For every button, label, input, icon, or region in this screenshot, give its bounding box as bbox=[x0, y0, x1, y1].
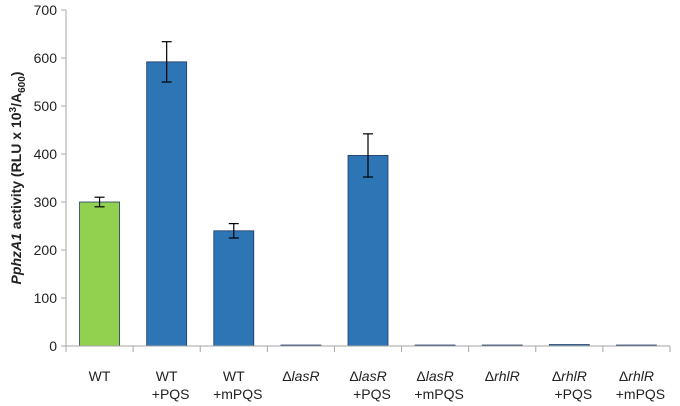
y-tick-label: 0 bbox=[49, 338, 57, 354]
x-tick-sublabel-6: +mPQS bbox=[414, 386, 463, 402]
bars bbox=[79, 41, 657, 347]
x-tick-label-5: ΔlasR bbox=[349, 368, 386, 384]
y-axis-label: PphzA1 activity (RLU x 103/A600) bbox=[8, 72, 28, 285]
x-tick-label-2: WT bbox=[156, 368, 178, 384]
x-tick-sublabel-3: +mPQS bbox=[213, 386, 262, 402]
y-tick-label: 700 bbox=[34, 2, 58, 18]
bar-2 bbox=[146, 61, 188, 347]
x-tick-label-1: WT bbox=[89, 368, 111, 384]
x-tick-label-8: ΔrhlR bbox=[552, 368, 587, 384]
y-tick-label: 100 bbox=[34, 290, 58, 306]
x-tick-sublabel-9: +mPQS bbox=[616, 386, 665, 402]
x-tick-label-7: ΔrhlR bbox=[485, 368, 520, 384]
x-tick-label-6: ΔlasR bbox=[416, 368, 453, 384]
x-tick-sublabel-2: +PQS bbox=[152, 386, 190, 402]
x-tick-sublabel-8: +PQS bbox=[554, 386, 592, 402]
bar-3 bbox=[213, 230, 255, 347]
y-tick-label: 300 bbox=[34, 194, 58, 210]
y-tick-label: 400 bbox=[34, 146, 58, 162]
y-tick-label: 600 bbox=[34, 50, 58, 66]
x-tick-label-3: WT bbox=[223, 368, 245, 384]
y-tick-label: 200 bbox=[34, 242, 58, 258]
y-axis-title: PphzA1 activity (RLU x 103/A600) bbox=[8, 72, 28, 285]
x-tick-sublabel-5: +PQS bbox=[353, 386, 391, 402]
bar-1 bbox=[79, 201, 120, 347]
x-axis: WT WT +PQS WT +mPQS ΔlasR ΔlasR +PQS ΔlasR +mPQS Δ… bbox=[65, 345, 671, 402]
x-tick-label-9: ΔrhlR bbox=[619, 368, 654, 384]
bar-5 bbox=[347, 155, 389, 347]
y-tick-label: 500 bbox=[34, 98, 58, 114]
y-axis: 0 100 200 300 400 500 600 700 bbox=[34, 2, 67, 354]
x-tick-label-4: ΔlasR bbox=[282, 368, 319, 384]
